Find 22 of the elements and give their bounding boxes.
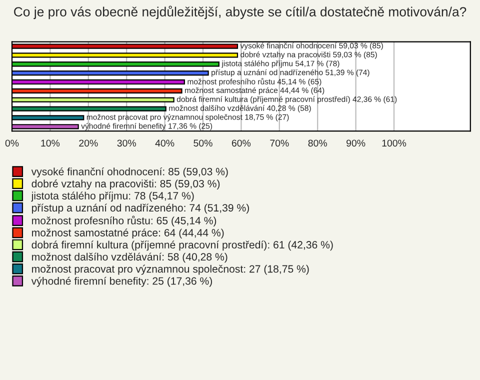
x-tick-label: 20%: [79, 140, 98, 147]
legend-label: možnost dalšího vzdělávání: 58 (40,28 %): [32, 252, 228, 263]
x-tick-label: 40%: [155, 140, 174, 147]
legend-label: možnost pracovat pro významnou společnost: 27 (18,75 %): [32, 264, 309, 275]
legend-label: možnost profesního růstu: 65 (45,14 %): [32, 216, 216, 226]
x-tick-label: 10%: [41, 140, 60, 147]
x-tick-label: 0%: [5, 140, 19, 147]
x-tick-label: 50%: [194, 140, 212, 147]
x-tick-label: 90%: [346, 140, 366, 147]
legend-label: jistota stálého příjmu: 78 (54,17 %): [31, 192, 194, 202]
legend-label: výhodné firemní benefity: 25 (17,36 %): [31, 276, 212, 287]
chart-title: Co je pro vás obecně nejdůležitější, abyste se cítil/a dostatečně motivován/a?: [14, 6, 466, 20]
x-tick-label: 60%: [232, 140, 251, 147]
legend-label: vysoké finanční ohodnocení: 85 (59,03 %): [31, 167, 228, 178]
legend-label: dobré vztahy na pracovišti: 85 (59,03 %): [32, 180, 220, 190]
x-tick-label: 100%: [382, 140, 406, 147]
x-tick-label: 70%: [270, 140, 289, 147]
legend-label: možnost samostatné práce: 64 (44,44 %): [32, 228, 224, 239]
x-tick-label: 30%: [117, 140, 136, 147]
legend-label: přístup a uznání od nadřízeného: 74 (51,39 %): [32, 204, 249, 214]
x-tick-label: 80%: [308, 140, 327, 147]
legend-label: dobrá firemní kultura (příjemné pracovní prostředí): 61 (42,36 %): [32, 240, 333, 251]
